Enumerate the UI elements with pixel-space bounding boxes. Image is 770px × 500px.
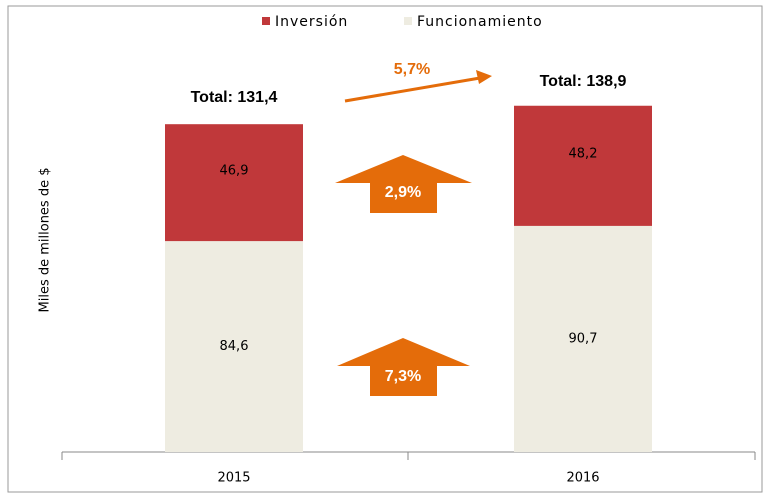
growth-label: 5,7% <box>394 61 430 78</box>
legend-swatch <box>404 17 412 25</box>
total-label: Total: 131,4 <box>191 89 278 106</box>
data-label: 90,7 <box>569 331 598 346</box>
data-label: 84,6 <box>220 339 249 354</box>
growth-arrow: 5,7% <box>344 61 492 103</box>
y-axis-label: Miles de millones de $ <box>38 168 53 313</box>
data-label: 46,9 <box>220 163 249 178</box>
total-label: Total: 138,9 <box>540 73 627 90</box>
bar-segment <box>165 241 303 452</box>
x-tick-label: 2015 <box>217 471 250 486</box>
data-label: 48,2 <box>569 146 598 161</box>
up-arrow: 2,9% <box>335 155 472 213</box>
growth-label: 7,3% <box>385 368 421 385</box>
bar-segment <box>514 225 652 452</box>
growth-label: 2,9% <box>385 184 421 201</box>
bar-segment <box>165 124 303 242</box>
up-arrow: 7,3% <box>337 338 470 396</box>
legend-label: Funcionamiento <box>417 14 543 30</box>
legend-swatch <box>262 17 270 25</box>
x-tick-label: 2016 <box>566 471 599 486</box>
legend-label: Inversión <box>275 14 348 30</box>
bar-segment <box>514 105 652 226</box>
